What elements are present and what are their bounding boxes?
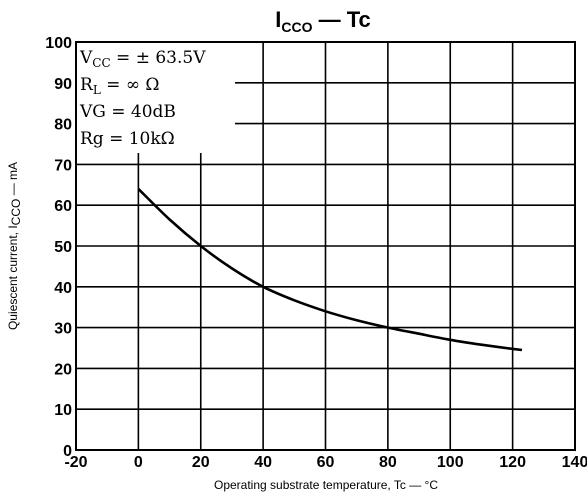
y-tick-label: 80 xyxy=(54,117,72,134)
x-tick-label: 20 xyxy=(192,454,210,471)
x-tick-label: 0 xyxy=(134,454,143,471)
condition-line: VCC = ± 63.5V xyxy=(79,48,206,70)
series-lines xyxy=(137,187,523,352)
x-tick-label: 120 xyxy=(499,454,526,471)
grid-lines xyxy=(75,41,576,451)
condition-subscript: CC xyxy=(92,56,110,70)
y-tick-label: 60 xyxy=(54,198,72,215)
y-tick-label: 40 xyxy=(54,280,72,297)
condition-subscript: L xyxy=(93,83,101,97)
condition-rest: = ± 63.5V xyxy=(111,48,207,68)
y-tick-label: 30 xyxy=(54,321,72,338)
y-tick-label: 10 xyxy=(54,402,72,419)
chart-title: ICCO — Tc xyxy=(275,7,371,35)
y-tick-label: 20 xyxy=(54,361,72,378)
x-tick-label: 40 xyxy=(254,454,272,471)
x-tick-label: 140 xyxy=(562,454,587,471)
condition-rest: = ∞ Ω xyxy=(101,75,160,95)
conditions-box-bg xyxy=(77,43,235,153)
y-tick-label: 70 xyxy=(54,157,72,174)
y-tick-label: 100 xyxy=(45,35,72,52)
x-tick-label: 80 xyxy=(379,454,397,471)
y-tick-label: 90 xyxy=(54,76,72,93)
y-tick-label: 50 xyxy=(54,239,72,256)
x-tick-label: 60 xyxy=(317,454,335,471)
x-tick-label: -20 xyxy=(64,454,87,471)
condition-line: VG = 40dB xyxy=(79,102,176,122)
test-conditions: VCC = ± 63.5V RL = ∞ Ω VG = 40dB Rg = 10kΩ xyxy=(79,48,206,149)
x-axis-label: Operating substrate temperature, Tc — °C xyxy=(214,478,438,492)
condition-main: R xyxy=(80,75,94,95)
x-tick-labels: -20 0 20 40 60 80 100 120 140 xyxy=(64,454,587,471)
condition-line: RL = ∞ Ω xyxy=(80,75,160,97)
condition-line: Rg = 10kΩ xyxy=(80,129,175,149)
y-tick-label: 0 xyxy=(63,443,72,460)
y-axis-label: Quiescent current, ICCO — mA xyxy=(6,162,23,330)
series-line xyxy=(137,187,523,352)
condition-main: Rg = 10kΩ xyxy=(80,129,175,149)
plot-border xyxy=(75,41,576,451)
condition-main: V xyxy=(79,48,93,68)
x-tick-label: 100 xyxy=(437,454,464,471)
condition-main: VG = 40dB xyxy=(79,102,176,122)
y-tick-labels: 0 10 20 30 40 50 60 70 80 90 100 xyxy=(45,35,72,460)
